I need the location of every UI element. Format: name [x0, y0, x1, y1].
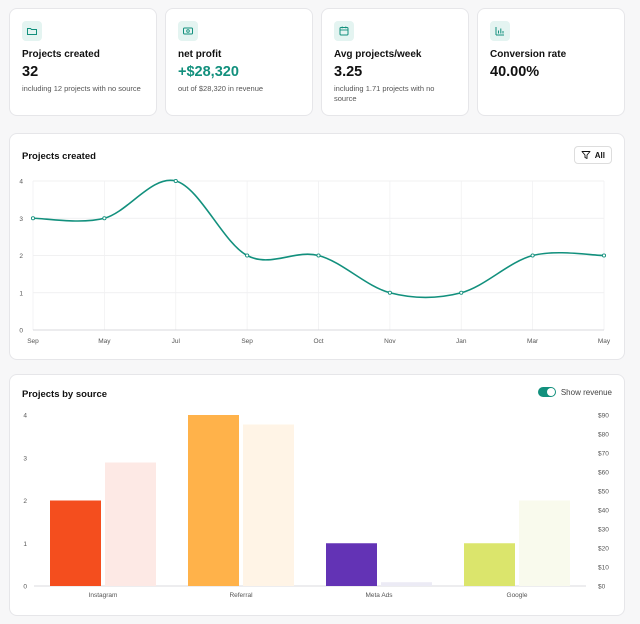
projects-line-chart: 0 1 2 3 4 Sep May Jul Sep Oct Nov Jan Mar May	[19, 178, 611, 346]
y-tick-label: 3	[23, 455, 27, 462]
y-tick-label: 3	[19, 216, 23, 223]
bar-revenue	[243, 424, 294, 586]
x-tick-label: Sep	[27, 338, 39, 345]
x-tick-label: Nov	[384, 338, 396, 345]
toggle-label: Show revenue	[560, 387, 612, 397]
bar-revenue	[519, 500, 570, 586]
data-point	[530, 253, 535, 258]
stat-value: 32	[22, 64, 39, 80]
x-tick-label: May	[98, 338, 111, 345]
y-tick-label: 4	[23, 413, 27, 420]
data-point	[245, 253, 250, 258]
x-tick-label: Referral	[229, 592, 253, 599]
y2-tick-label: $40	[598, 508, 609, 515]
stat-label: Avg projects/week	[334, 49, 422, 60]
bar-projects	[188, 415, 239, 586]
y-tick-label: 0	[19, 328, 23, 335]
stat-label: Projects created	[22, 49, 100, 60]
y2-tick-label: $90	[598, 413, 609, 420]
stat-label: Conversion rate	[490, 49, 567, 60]
stat-subtext: including 12 projects with no source	[22, 84, 141, 93]
data-point	[387, 290, 392, 295]
data-point	[30, 216, 36, 221]
stat-card-net-profit: net profit +$28,320 out of $28,320 in re…	[165, 8, 313, 116]
y2-tick-label: $70	[598, 451, 609, 458]
y2-tick-label: $50	[598, 489, 609, 496]
money-icon	[178, 21, 198, 41]
data-point	[601, 253, 607, 258]
x-tick-label: Mar	[527, 338, 539, 345]
y2-tick-label: $20	[598, 546, 609, 553]
x-tick-label: Instagram	[89, 592, 118, 599]
stat-card-projects: Projects created 32 including 12 project…	[9, 8, 157, 116]
y2-tick-label: $10	[598, 565, 609, 572]
bar-revenue	[105, 462, 156, 586]
stat-card-avg-projects: Avg projects/week 3.25 including 1.71 pr…	[321, 8, 469, 116]
x-tick-label: Jan	[456, 338, 467, 345]
folder-icon	[22, 21, 42, 41]
x-tick-label: May	[598, 338, 611, 345]
y2-tick-label: $80	[598, 432, 609, 439]
data-point	[316, 253, 321, 258]
y2-tick-label: $0	[598, 584, 606, 591]
bar-chart-icon	[490, 21, 510, 41]
bar-revenue	[381, 582, 432, 586]
projects-created-panel: Projects created All	[9, 133, 625, 360]
stat-value: +$28,320	[178, 64, 239, 80]
stat-label: net profit	[178, 49, 222, 60]
x-tick-label: Jul	[172, 338, 181, 345]
y-tick-label: 4	[19, 179, 23, 186]
y-tick-label: 1	[23, 541, 27, 548]
y-tick-label: 2	[23, 498, 27, 505]
y2-tick-label: $30	[598, 527, 609, 534]
data-point	[102, 216, 107, 221]
y-tick-label: 2	[19, 253, 23, 260]
x-tick-label: Sep	[241, 338, 253, 345]
y-tick-label: 0	[23, 584, 27, 591]
bar-projects	[50, 500, 101, 586]
stat-card-conversion-rate: Conversion rate 40.00%	[477, 8, 625, 116]
y-tick-label: 1	[19, 290, 23, 297]
panel-title: Projects created	[22, 151, 96, 162]
stat-subtext: out of $28,320 in revenue	[178, 84, 264, 93]
toggle-switch[interactable]	[537, 387, 556, 397]
data-point	[459, 290, 464, 295]
panel-title: Projects by source	[22, 389, 108, 400]
y2-tick-label: $60	[598, 470, 609, 477]
x-tick-label: Google	[507, 592, 528, 599]
stat-value: 40.00%	[490, 64, 540, 80]
x-tick-label: Oct	[313, 338, 323, 345]
stat-value: 3.25	[334, 64, 363, 80]
show-revenue-toggle[interactable]: Show revenue	[537, 387, 612, 397]
bar-projects	[464, 543, 515, 586]
filter-icon	[581, 151, 591, 159]
filter-button[interactable]: All	[573, 146, 612, 164]
bar-projects	[326, 543, 377, 586]
projects-bar-chart: 0 1 2 3 4 $0 $10 $20 $30 $40 $50 $60 $70 $80 $90 Instag…	[23, 413, 609, 600]
data-point	[173, 178, 178, 184]
x-tick-label: Meta Ads	[365, 592, 393, 599]
stat-subtext: including 1.71 projects with no source	[334, 84, 435, 103]
calendar-icon	[334, 21, 354, 41]
filter-label: All	[594, 150, 605, 160]
